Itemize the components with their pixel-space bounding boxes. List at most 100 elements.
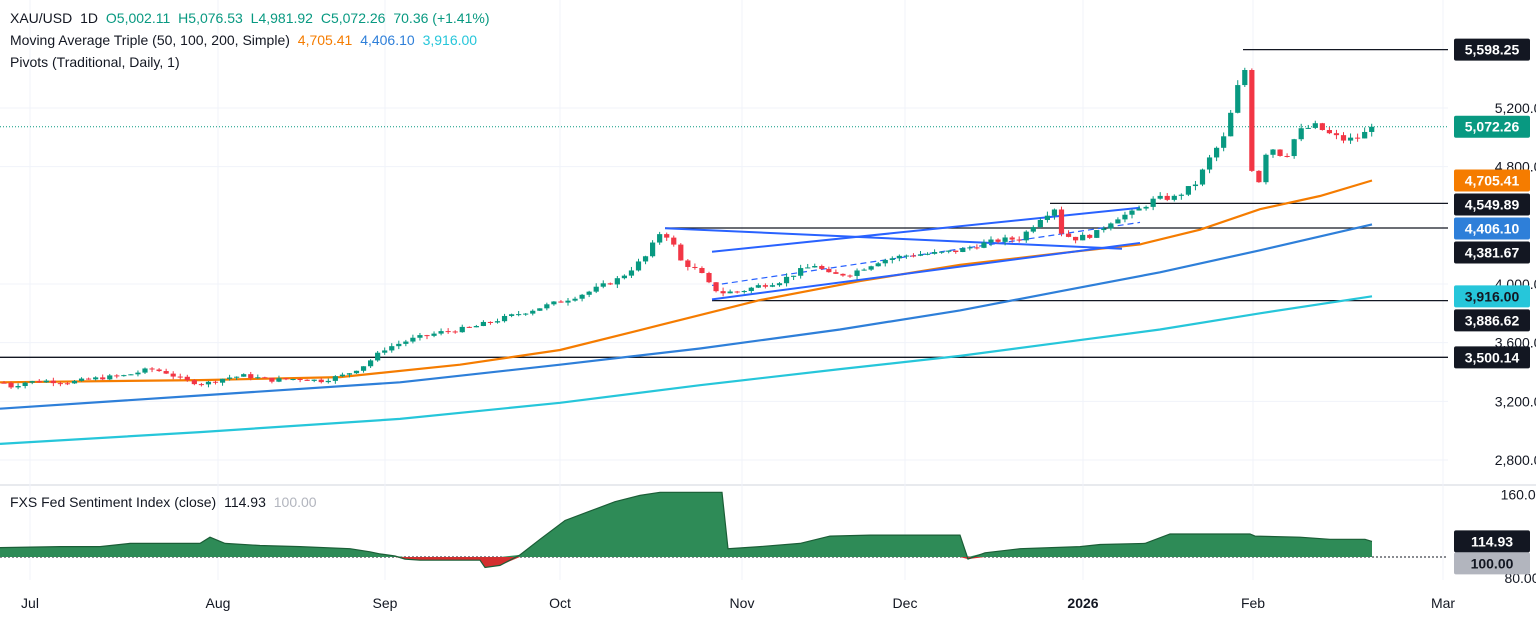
candle-down bbox=[706, 273, 712, 283]
candle-down bbox=[1256, 170, 1262, 183]
price-tag-label: 4,705.41 bbox=[1465, 173, 1520, 189]
candle-down bbox=[191, 380, 197, 385]
candle-up bbox=[501, 315, 508, 322]
candle-up bbox=[1347, 137, 1354, 141]
candle-down bbox=[1009, 237, 1015, 240]
ma50-value: 4,705.41 bbox=[297, 32, 353, 48]
candle-down bbox=[762, 285, 768, 287]
candle-up bbox=[530, 310, 536, 314]
candle-down bbox=[699, 267, 705, 274]
candle-up bbox=[494, 321, 501, 323]
sentiment-line bbox=[0, 491, 1373, 569]
price-tag-ma50 bbox=[1454, 169, 1530, 192]
candle-up bbox=[473, 326, 479, 328]
candle-up bbox=[1305, 127, 1311, 129]
price-tag-level bbox=[1454, 241, 1530, 264]
price-tag-label: 3,886.62 bbox=[1465, 312, 1520, 328]
candle-up bbox=[635, 261, 642, 271]
x-tick-label: Mar bbox=[1431, 595, 1455, 611]
candle-up bbox=[593, 286, 599, 292]
candle-up bbox=[932, 252, 938, 254]
candle-up bbox=[128, 374, 134, 376]
indicator-tag-label: 100.00 bbox=[1471, 555, 1514, 571]
y-tick-label: 3,200.00 bbox=[1495, 393, 1536, 409]
indicator-legend[interactable]: FXS Fed Sentiment Index (close) 114.93 1… bbox=[10, 494, 321, 510]
candle-down bbox=[445, 331, 451, 333]
candle-up bbox=[1291, 139, 1297, 157]
candle-up bbox=[798, 268, 804, 276]
candle-up bbox=[1051, 209, 1058, 216]
candle-down bbox=[466, 326, 472, 328]
trend-channel-line bbox=[664, 227, 1123, 250]
price-tag-level bbox=[1454, 38, 1530, 61]
candle-down bbox=[847, 275, 853, 277]
candle-up bbox=[1171, 195, 1177, 200]
candle-down bbox=[607, 283, 613, 285]
candle-up bbox=[882, 259, 888, 264]
price-tag-label: 4,406.10 bbox=[1465, 221, 1520, 237]
candle-down bbox=[1340, 135, 1347, 141]
candle-up bbox=[854, 270, 860, 276]
x-tick-label: Jul bbox=[21, 595, 39, 611]
candle-down bbox=[262, 377, 268, 379]
candle-up bbox=[551, 301, 557, 305]
candle-up bbox=[741, 291, 747, 293]
candle-up bbox=[586, 291, 592, 295]
candle-down bbox=[114, 375, 120, 377]
indicator-tag-value bbox=[1454, 530, 1530, 553]
candle-down bbox=[1277, 149, 1283, 156]
candle-down bbox=[995, 239, 1001, 242]
candle-down bbox=[713, 282, 719, 292]
candle-up bbox=[417, 335, 423, 338]
candle-up bbox=[1242, 70, 1248, 86]
candle-down bbox=[1319, 123, 1325, 131]
price-tag-label: 4,549.89 bbox=[1465, 197, 1520, 213]
candle-down bbox=[64, 383, 71, 385]
candle-down bbox=[1164, 195, 1170, 200]
candle-down bbox=[163, 371, 169, 374]
candle-up bbox=[459, 326, 465, 333]
candle-up bbox=[382, 350, 388, 353]
candle-down bbox=[86, 378, 92, 380]
candle-up bbox=[332, 376, 338, 381]
ma-legend[interactable]: Moving Average Triple (50, 100, 200, Sim… bbox=[10, 32, 481, 48]
candle-up bbox=[1312, 123, 1318, 128]
candle-up bbox=[628, 270, 635, 276]
sentiment-positive-area bbox=[0, 492, 1372, 558]
candle-down bbox=[198, 384, 204, 386]
candle-up bbox=[572, 298, 578, 301]
pivots-legend[interactable]: Pivots (Traditional, Daily, 1) bbox=[10, 54, 184, 70]
price-tag-level bbox=[1454, 193, 1530, 216]
ohlc-low: L4,981.92 bbox=[250, 10, 313, 26]
candle-down bbox=[57, 383, 63, 385]
candle-up bbox=[1044, 215, 1050, 221]
candle-up bbox=[868, 266, 874, 270]
x-tick-label: 2026 bbox=[1067, 595, 1098, 611]
candle-up bbox=[1136, 208, 1142, 211]
ohlc-change: 70.36 (+1.41%) bbox=[393, 10, 490, 26]
candle-up bbox=[727, 291, 733, 294]
candle-down bbox=[8, 382, 14, 388]
candle-up bbox=[353, 370, 360, 374]
candle-up bbox=[121, 375, 127, 377]
candle-down bbox=[1333, 133, 1340, 136]
candle-up bbox=[1122, 214, 1128, 220]
candle-up bbox=[1192, 184, 1199, 187]
candle-up bbox=[509, 314, 515, 316]
candle-up bbox=[1108, 223, 1114, 229]
candle-down bbox=[283, 378, 289, 380]
candle-down bbox=[1087, 234, 1093, 238]
price-tag-level bbox=[1454, 346, 1530, 369]
candle-up bbox=[142, 368, 148, 373]
candle-up bbox=[325, 380, 331, 383]
candle-down bbox=[50, 380, 56, 384]
candle-up bbox=[15, 386, 21, 388]
candle-up bbox=[791, 275, 797, 277]
symbol-legend[interactable]: XAU/USD 1D O5,002.11 H5,076.53 L4,981.92… bbox=[10, 10, 493, 26]
ohlc-open: O5,002.11 bbox=[105, 10, 171, 26]
candle-up bbox=[255, 377, 261, 379]
candle-up bbox=[523, 313, 529, 315]
candle-up bbox=[1298, 128, 1304, 140]
